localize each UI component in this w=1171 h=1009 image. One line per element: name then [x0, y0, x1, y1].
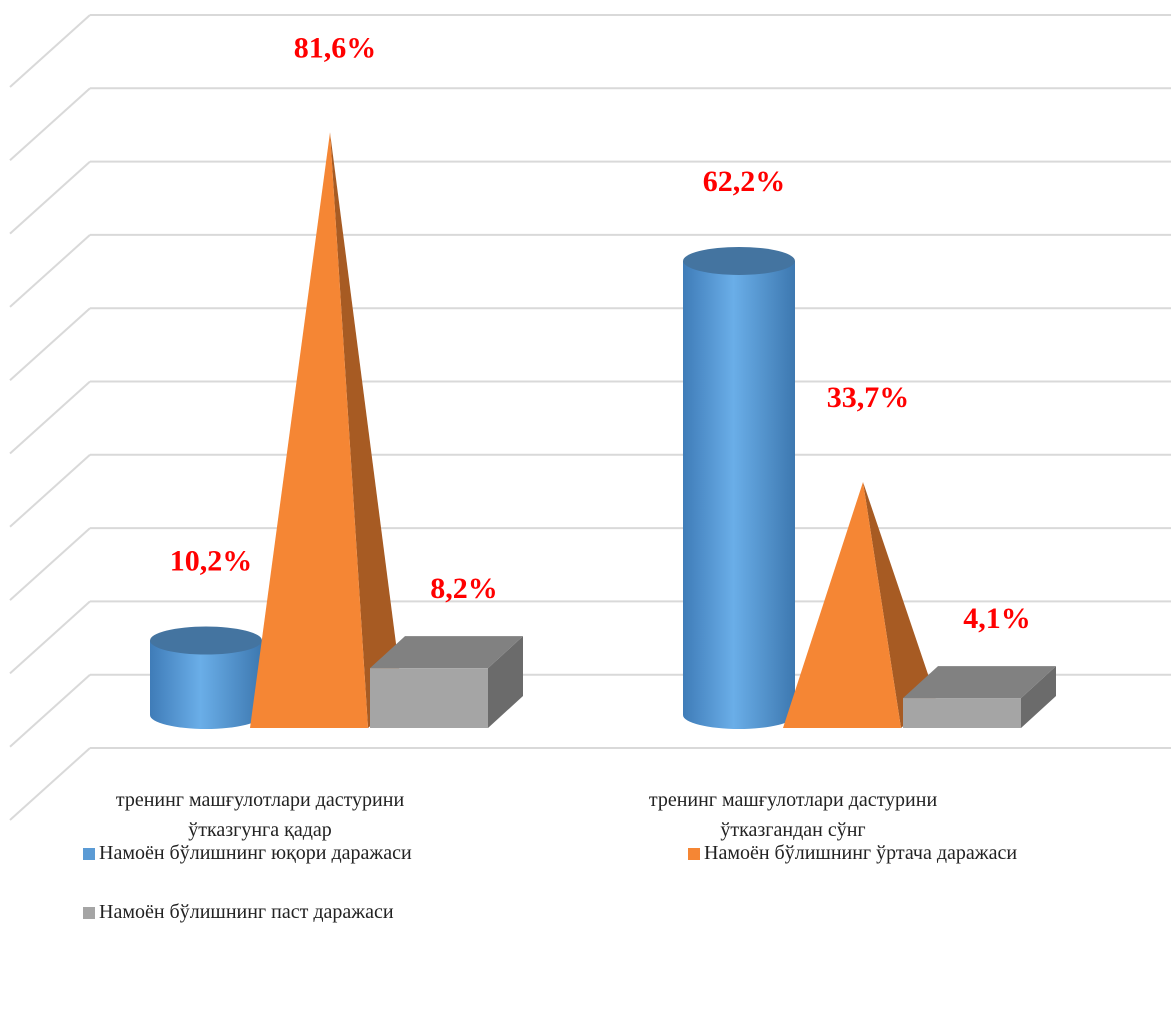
cylinder-body [150, 640, 262, 729]
grid-line [9, 14, 1171, 88]
cylinder-top [683, 246, 795, 275]
legend-label: Намоён бўлишнинг юқори даражаси [99, 842, 412, 864]
grid-line [9, 380, 1171, 455]
cylinder-top [150, 626, 262, 655]
pyramid-front [783, 481, 901, 728]
legend-item: Намоён бўлишнинг юқори даражаси [83, 842, 412, 865]
box-top [903, 666, 1056, 699]
grid-side [9, 14, 91, 88]
x-tick-label: тренинг машғулотлари дастурини ўтказгунг… [115, 789, 405, 841]
grid-side [9, 160, 91, 235]
grid-line [9, 453, 1171, 528]
grid-side [9, 673, 91, 748]
pyramid-bar [250, 132, 403, 728]
grid-side [9, 380, 91, 455]
pyramid-side [863, 481, 936, 728]
box-front [903, 698, 1021, 728]
cylinder-bar [683, 246, 795, 729]
box-bar [903, 666, 1056, 728]
grid-line [9, 307, 1171, 381]
grid-line [9, 87, 1171, 162]
box-side [1021, 666, 1056, 728]
grid-line [9, 527, 1171, 601]
pyramid-bar [783, 481, 936, 728]
grid-side [9, 527, 91, 601]
grid-side [9, 234, 91, 308]
legend-item: Намоён бўлишнинг паст даражаси [83, 901, 394, 924]
value-label: 81,6% [294, 31, 377, 64]
grid-side [9, 87, 91, 162]
grid-side [9, 307, 91, 381]
box-bar [370, 636, 523, 728]
legend-swatch [83, 847, 95, 860]
value-label: 62,2% [703, 165, 786, 198]
grid-side [9, 454, 91, 528]
legend-item: Намоён бўлишнинг ўртача даражаси [688, 842, 1017, 865]
pyramid-front [250, 132, 368, 728]
grid-line [9, 160, 1171, 235]
value-label: 33,7% [827, 381, 910, 414]
value-label: 10,2% [170, 545, 253, 578]
cylinder-body [683, 260, 795, 729]
grid-side [9, 747, 91, 821]
box-side [488, 636, 523, 728]
cylinder-bar [150, 626, 262, 729]
legend-label: Намоён бўлишнинг ўртача даражаси [704, 842, 1018, 864]
grid-line [9, 233, 1171, 308]
legend-swatch [83, 906, 95, 919]
grid-side [9, 600, 91, 675]
grid-line [9, 747, 1171, 821]
box-front [370, 668, 488, 728]
value-label: 4,1% [963, 602, 1031, 635]
value-label: 8,2% [430, 572, 498, 605]
legend-swatch [688, 847, 700, 860]
pyramid-side [330, 132, 403, 728]
box-top [370, 636, 523, 669]
legend-label: Намоён бўлишнинг паст даражаси [99, 901, 394, 923]
x-tick-label: тренинг машғулотлари дастурини ўтказганд… [648, 789, 938, 841]
